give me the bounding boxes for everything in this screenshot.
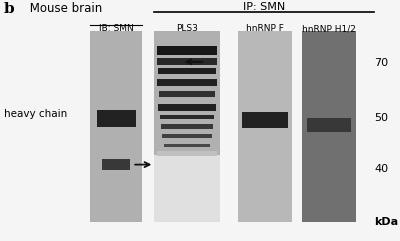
Bar [90, 31, 142, 222]
Text: 70: 70 [374, 58, 388, 68]
Bar [157, 46, 217, 55]
Bar [157, 151, 217, 155]
Text: 40: 40 [374, 164, 388, 174]
Text: b: b [4, 2, 15, 16]
Bar [158, 68, 216, 74]
Bar [162, 134, 212, 138]
Text: IP: SMN: IP: SMN [243, 2, 285, 12]
Text: kDa: kDa [374, 217, 398, 227]
Bar [154, 155, 220, 222]
Text: IB: SMN: IB: SMN [99, 24, 133, 33]
Bar [164, 144, 210, 147]
Bar [160, 115, 214, 119]
Bar [157, 59, 217, 65]
Text: 50: 50 [374, 113, 388, 123]
Text: heavy chain: heavy chain [4, 109, 67, 120]
Text: Mouse brain: Mouse brain [26, 2, 102, 15]
Text: hnRNP H1/2: hnRNP H1/2 [302, 24, 356, 33]
Bar [307, 118, 350, 132]
Bar [242, 112, 288, 128]
Bar [158, 104, 216, 111]
Text: PLS3: PLS3 [176, 24, 198, 33]
Bar [154, 31, 220, 155]
Text: hnRNP F: hnRNP F [246, 24, 284, 33]
Bar [96, 110, 136, 127]
Bar [238, 31, 292, 222]
Bar [159, 92, 215, 97]
Bar [161, 124, 214, 129]
Bar [302, 31, 356, 222]
Bar [102, 159, 130, 170]
Bar [157, 79, 217, 86]
